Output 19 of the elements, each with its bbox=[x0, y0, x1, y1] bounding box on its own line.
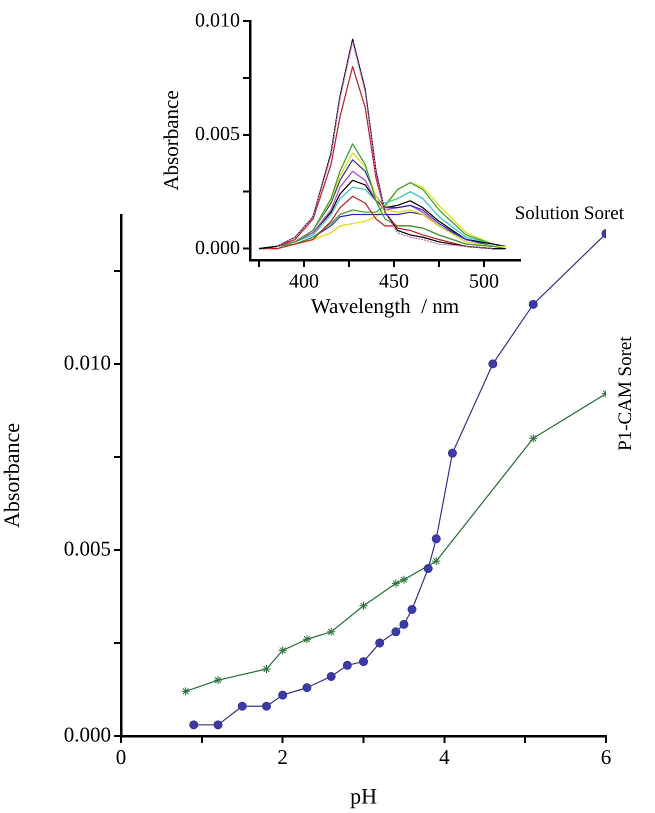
y-tick-label: 0.010 bbox=[195, 9, 240, 32]
y-axis-title: Absorbance bbox=[159, 90, 184, 191]
y-tick-label: 0.010 bbox=[64, 350, 111, 374]
y-tick-label: 0.005 bbox=[64, 536, 111, 560]
series-label: Solution Soret bbox=[514, 203, 625, 224]
x-tick-label: 2 bbox=[277, 745, 288, 770]
y-tick-label: 0.005 bbox=[195, 123, 240, 146]
x-tick-label: 500 bbox=[469, 270, 499, 292]
x-tick-label: 4 bbox=[439, 745, 450, 770]
x-tick-label: 0 bbox=[116, 745, 126, 770]
y-tick-label: 0.000 bbox=[195, 236, 240, 259]
text: P1-CAM Soret bbox=[614, 336, 636, 451]
x-axis-title: Wavelength / nm bbox=[310, 294, 460, 318]
x-axis-title: pH bbox=[350, 784, 378, 809]
y-axis-title: Absorbance bbox=[0, 422, 24, 528]
x-tick-label: 6 bbox=[600, 745, 612, 770]
y-tick-label: 0.000 bbox=[64, 722, 111, 747]
x-tick-label: 450 bbox=[379, 270, 409, 292]
x-tick-label: 400 bbox=[289, 270, 319, 292]
